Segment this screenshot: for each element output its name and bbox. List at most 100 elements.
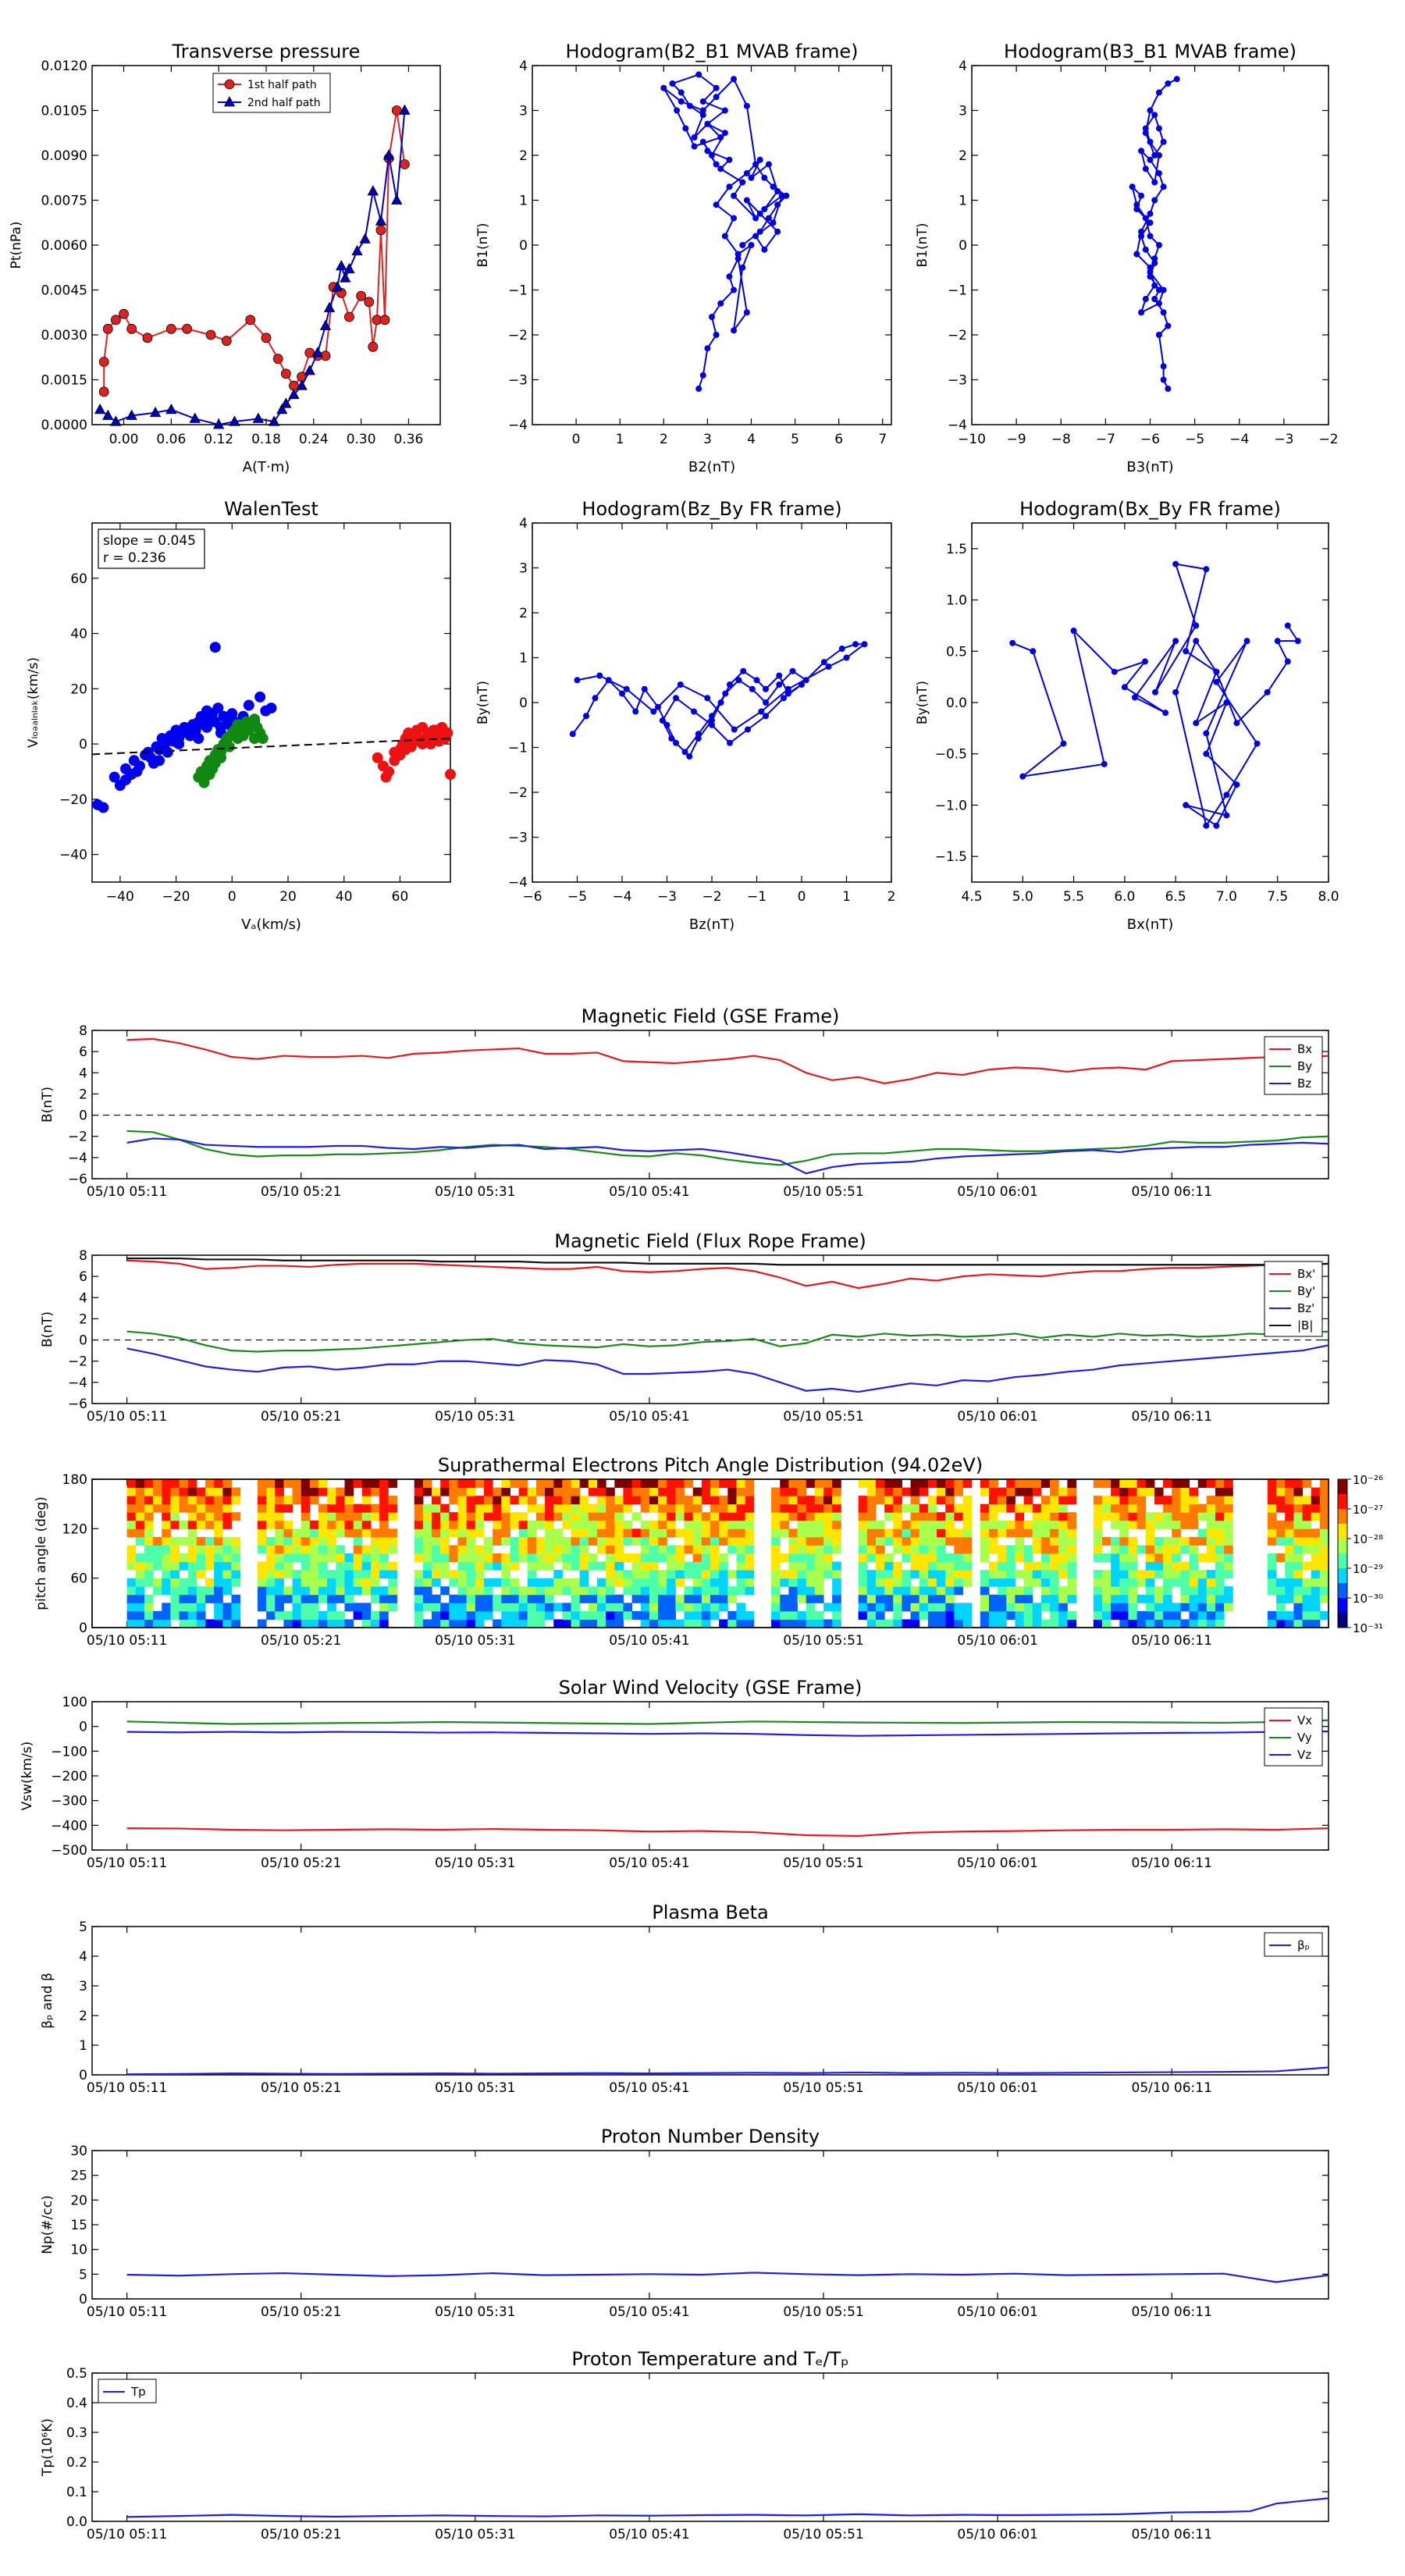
heatmap-cell (414, 1570, 424, 1579)
data-point (1284, 658, 1291, 665)
heatmap-cell (1040, 1561, 1051, 1571)
heatmap-cell (962, 1512, 973, 1521)
heatmap-cell (327, 1619, 336, 1628)
heatmap-cell (266, 1487, 276, 1496)
heatmap-cell (1189, 1561, 1199, 1571)
data-point (205, 329, 216, 340)
heatmap-cell (414, 1503, 424, 1513)
heatmap-cell (1215, 1503, 1225, 1513)
heatmap-cell (571, 1578, 581, 1587)
heatmap-cell (631, 1528, 642, 1538)
heatmap-cell (1154, 1487, 1164, 1496)
heatmap-cell (736, 1545, 746, 1554)
data-point (852, 641, 859, 648)
heatmap-cell (1197, 1578, 1208, 1587)
heatmap-cell (187, 1536, 197, 1546)
heatmap-cell (353, 1603, 363, 1612)
heatmap-cell (788, 1561, 799, 1571)
heatmap-cell (179, 1487, 189, 1496)
heatmap-cell (153, 1479, 162, 1489)
data-point (1060, 740, 1067, 747)
heatmap-cell (361, 1479, 372, 1489)
data-point (731, 327, 738, 334)
heatmap-cell (196, 1561, 206, 1571)
heatmap-cell (301, 1610, 311, 1620)
heatmap-cell (1119, 1503, 1129, 1513)
data-point (650, 708, 657, 715)
heatmap-cell (327, 1520, 336, 1529)
heatmap-cell (1015, 1570, 1025, 1579)
y-tick-label: 4 (79, 1290, 87, 1306)
heatmap-cell (893, 1619, 902, 1628)
heatmap-cell (170, 1503, 180, 1513)
heatmap-cell (701, 1603, 711, 1612)
heatmap-cell (806, 1603, 816, 1612)
heatmap-cell (309, 1610, 319, 1620)
x-tick-label: 05/10 05:21 (261, 1856, 341, 1871)
heatmap-cell (222, 1603, 232, 1612)
heatmap-cell (1067, 1578, 1077, 1587)
x-tick-label: −4 (1229, 432, 1249, 447)
heatmap-cell (301, 1528, 311, 1538)
heatmap-cell (980, 1619, 990, 1628)
heatmap-cell (466, 1610, 476, 1620)
x-tick-label: 20 (279, 889, 297, 905)
y-tick-label: 0.5 (66, 2366, 87, 2382)
heatmap-cell (579, 1594, 589, 1603)
heatmap-cell (736, 1561, 746, 1571)
y-tick-label: −3 (948, 373, 967, 389)
heatmap-cell (1163, 1545, 1172, 1554)
heatmap-cell (1215, 1553, 1225, 1563)
heatmap-cell (483, 1578, 493, 1587)
colorbar-tick-label: 10⁻²⁷ (1353, 1503, 1383, 1517)
heatmap-cell (902, 1487, 912, 1496)
heatmap-cell (432, 1570, 441, 1579)
heatmap-cell (1093, 1545, 1103, 1554)
series-line (126, 1259, 1329, 1290)
heatmap-cell (667, 1496, 676, 1505)
data-point (682, 125, 689, 132)
heatmap-cell (475, 1528, 485, 1538)
heatmap-cell (1215, 1479, 1225, 1489)
y-tick-label: −4 (508, 875, 528, 891)
data-point (162, 746, 173, 758)
heatmap-cell (623, 1496, 633, 1505)
heatmap-cell (1006, 1594, 1016, 1603)
heatmap-cell (292, 1479, 302, 1489)
heatmap-cell (301, 1594, 311, 1603)
data-point (1147, 107, 1154, 114)
heatmap-cell (1172, 1570, 1181, 1579)
heatmap-cell (1145, 1610, 1155, 1620)
heatmap-cell (1302, 1512, 1312, 1521)
x-tick-label: 05/10 05:11 (87, 1633, 167, 1649)
heatmap-cell (309, 1553, 319, 1563)
heatmap-cell (1006, 1487, 1016, 1496)
heatmap-cell (719, 1561, 728, 1571)
heatmap-cell (283, 1619, 293, 1628)
heatmap-cell (910, 1619, 920, 1628)
heatmap-cell (927, 1586, 937, 1596)
data-point (120, 774, 132, 786)
data-point (399, 159, 410, 169)
heatmap-cell (736, 1619, 746, 1628)
heatmap-cell (945, 1496, 955, 1505)
heatmap-cell (440, 1479, 450, 1489)
heatmap-cell (353, 1570, 363, 1579)
heatmap-cell (283, 1561, 293, 1571)
heatmap-cell (205, 1479, 215, 1489)
data-point (691, 134, 698, 141)
heatmap-cell (631, 1512, 642, 1521)
heatmap-cell (1050, 1619, 1059, 1628)
y-tick-label: 3 (519, 561, 528, 577)
heatmap-cell (858, 1528, 868, 1538)
heatmap-cell (135, 1619, 145, 1628)
heatmap-cell (701, 1578, 711, 1587)
heatmap-cell (301, 1512, 311, 1521)
data-point (774, 201, 781, 208)
heatmap-cell (422, 1570, 432, 1579)
heatmap-cell (579, 1496, 589, 1505)
heatmap-cell (1293, 1570, 1304, 1579)
data-point (745, 726, 751, 733)
x-tick-label: −6 (522, 889, 542, 905)
heatmap-cell (449, 1570, 459, 1579)
